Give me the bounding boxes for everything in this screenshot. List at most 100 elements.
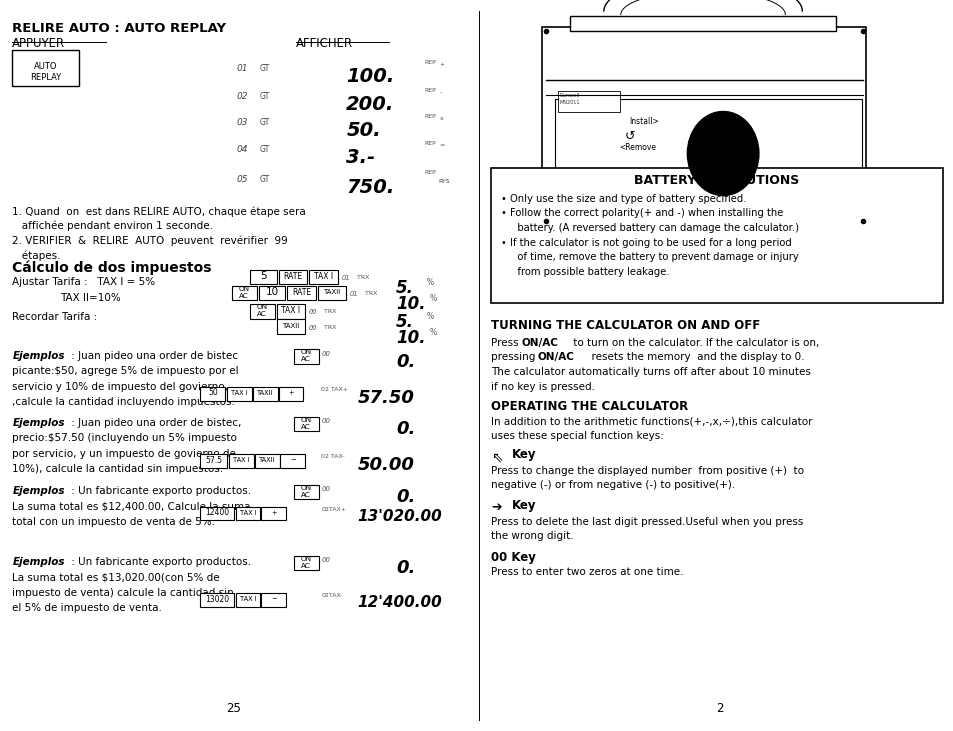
Bar	[235, 593, 260, 607]
Bar	[261, 507, 286, 520]
Text: 57.50: 57.50	[357, 389, 415, 407]
Text: 13020: 13020	[205, 594, 229, 604]
Text: =: =	[439, 143, 445, 148]
Text: 0.: 0.	[395, 420, 415, 439]
Text: precio:$57.50 (incluyendo un 5% impuesto: precio:$57.50 (incluyendo un 5% impuesto	[12, 433, 237, 444]
Text: %: %	[429, 328, 436, 337]
Text: 02 TAX+: 02 TAX+	[321, 387, 348, 392]
Text: Ejemplos: Ejemplos	[12, 351, 65, 361]
Bar	[294, 485, 318, 499]
Text: TAX I: TAX I	[239, 510, 256, 516]
Bar	[254, 454, 279, 468]
Text: : Un fabricante exporto productos.: : Un fabricante exporto productos.	[68, 557, 251, 567]
Text: +: +	[271, 510, 276, 516]
Bar	[250, 270, 276, 284]
Text: REP: REP	[424, 88, 436, 93]
Text: 10.: 10.	[395, 295, 425, 313]
Text: ON
AC: ON AC	[300, 556, 312, 569]
Bar	[317, 286, 346, 300]
Text: Press to change the displayed number  from positive (+)  to: Press to change the displayed number fro…	[491, 466, 803, 477]
Bar	[253, 387, 277, 401]
Bar	[294, 417, 318, 431]
Text: RATE: RATE	[292, 288, 311, 297]
Text: x: x	[439, 116, 443, 121]
Bar	[287, 286, 315, 300]
Text: 02TAX-: 02TAX-	[321, 593, 343, 598]
Text: APPUYER: APPUYER	[12, 37, 66, 50]
Text: negative (-) or from negative (-) to positive(+).: negative (-) or from negative (-) to pos…	[491, 480, 735, 491]
Text: TAXII: TAXII	[323, 289, 340, 295]
Bar	[276, 304, 305, 319]
Bar	[250, 304, 274, 319]
Text: 00: 00	[321, 486, 330, 492]
Text: 2: 2	[716, 702, 723, 715]
Text: pressing: pressing	[491, 352, 538, 363]
Text: TAX I: TAX I	[314, 272, 333, 281]
Text: TAX II=10%: TAX II=10%	[60, 293, 121, 303]
Text: ON
AC: ON AC	[238, 286, 250, 299]
Bar	[280, 454, 305, 468]
Text: TAXII: TAXII	[256, 390, 274, 396]
Text: 5.: 5.	[395, 313, 414, 331]
Text: TRX: TRX	[322, 325, 336, 330]
Text: GT: GT	[259, 118, 270, 127]
Text: Ejemplos: Ejemplos	[12, 486, 65, 496]
Bar	[491, 168, 942, 303]
Text: 10%), calcule la cantidad sin impuestos.: 10%), calcule la cantidad sin impuestos.	[12, 464, 223, 474]
Text: 1. Quand  on  est dans RELIRE AUTO, chaque étape sera
   affichée pendant enviro: 1. Quand on est dans RELIRE AUTO, chaque…	[12, 206, 306, 232]
Text: 13'020.00: 13'020.00	[357, 509, 442, 524]
Text: • Only use the size and type of battery specified.: • Only use the size and type of battery …	[500, 194, 745, 204]
Bar	[12, 50, 79, 86]
Text: 02TAX+: 02TAX+	[321, 507, 346, 512]
Text: battery. (A reversed battery can damage the calculator.): battery. (A reversed battery can damage …	[508, 223, 799, 233]
Text: if no key is pressed.: if no key is pressed.	[491, 382, 595, 392]
Bar	[541, 27, 865, 223]
Text: 01: 01	[236, 64, 248, 73]
Text: <Remove: <Remove	[618, 143, 656, 151]
Text: ON/AC: ON/AC	[537, 352, 574, 363]
Bar	[570, 16, 835, 31]
Ellipse shape	[686, 111, 759, 196]
Text: TAX I: TAX I	[231, 390, 248, 396]
Text: ON
AC: ON AC	[300, 485, 312, 498]
Text: 00 Key: 00 Key	[491, 551, 536, 564]
Text: por servicio, y un impuesto de govierno de: por servicio, y un impuesto de govierno …	[12, 449, 236, 459]
Text: TURNING THE CALCULATOR ON AND OFF: TURNING THE CALCULATOR ON AND OFF	[491, 319, 760, 333]
Bar	[227, 387, 252, 401]
Text: ⇖: ⇖	[491, 450, 502, 464]
Text: impuesto de venta) calcule la cantidad sin: impuesto de venta) calcule la cantidad s…	[12, 588, 233, 598]
Text: • If the calculator is not going to be used for a long period: • If the calculator is not going to be u…	[500, 238, 791, 248]
Text: 0.: 0.	[395, 488, 415, 507]
Text: 50: 50	[208, 388, 217, 398]
Text: Install>: Install>	[629, 117, 659, 126]
Bar	[555, 99, 862, 219]
Text: GT: GT	[259, 145, 270, 154]
Text: 200.: 200.	[346, 95, 395, 114]
Bar	[200, 507, 233, 520]
Text: 00: 00	[309, 325, 317, 330]
Text: 05: 05	[236, 175, 248, 183]
Text: %: %	[429, 294, 436, 303]
Text: ↺: ↺	[624, 130, 635, 143]
Bar	[200, 454, 227, 468]
Text: TAXII: TAXII	[258, 457, 275, 463]
Text: +: +	[439, 62, 445, 67]
Text: RYS: RYS	[438, 179, 450, 184]
Text: 12400: 12400	[205, 508, 229, 518]
Bar	[294, 556, 318, 570]
Bar	[276, 319, 305, 334]
Text: 25: 25	[226, 702, 241, 715]
Bar	[200, 387, 225, 401]
Text: 00: 00	[321, 557, 330, 563]
Bar	[278, 270, 307, 284]
Text: 12'400.00: 12'400.00	[357, 595, 442, 610]
Bar	[232, 286, 256, 300]
Text: 57.5: 57.5	[205, 455, 222, 465]
Text: 100.: 100.	[346, 67, 395, 86]
Text: -: -	[439, 90, 441, 95]
Text: 04: 04	[236, 145, 248, 154]
Text: AUTO
REPLAY: AUTO REPLAY	[30, 62, 61, 82]
Text: : Juan pideo una order de bistec,: : Juan pideo una order de bistec,	[68, 418, 241, 428]
Text: 03: 03	[236, 118, 248, 127]
Text: TAX I: TAX I	[281, 306, 300, 315]
